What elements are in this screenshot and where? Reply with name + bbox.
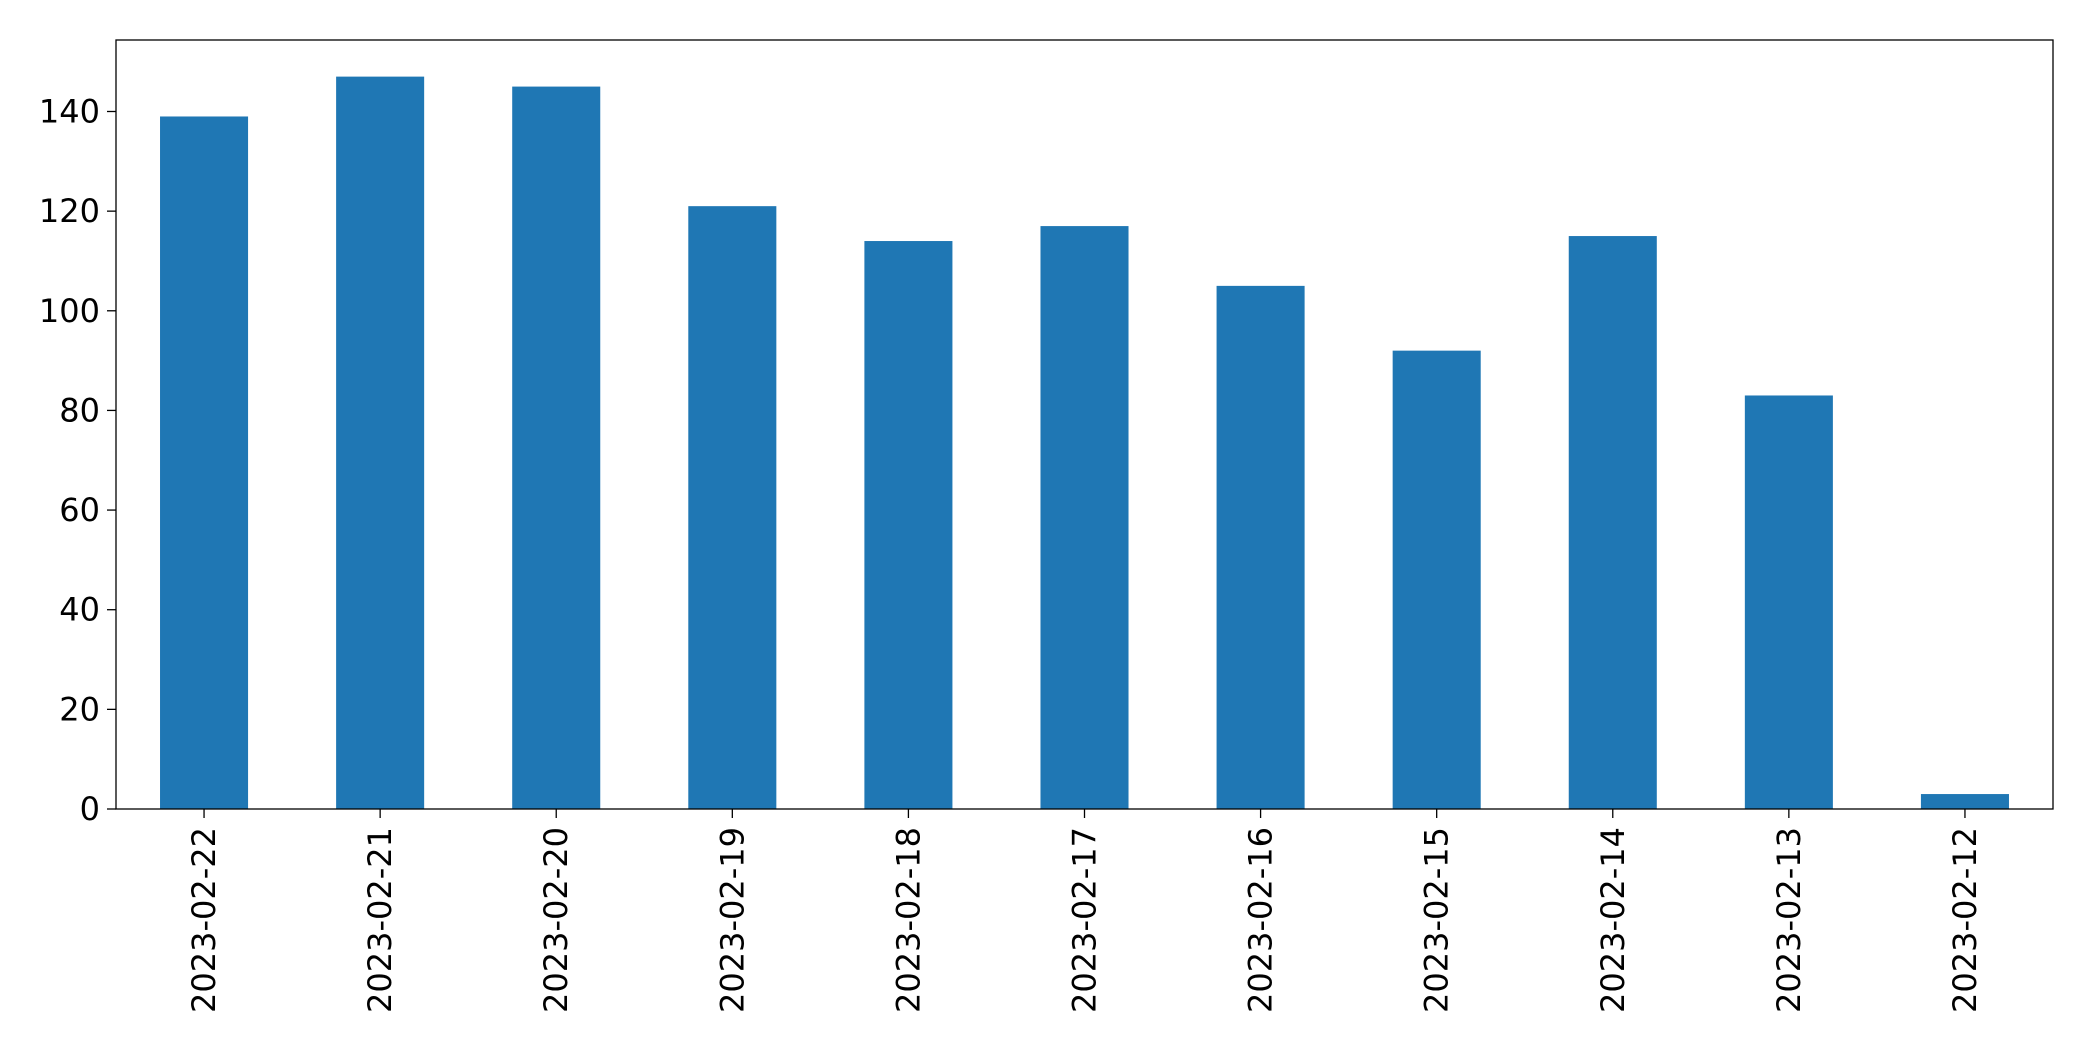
x-tick-label: 2023-02-21 <box>361 827 399 1013</box>
y-tick-label: 80 <box>59 391 100 429</box>
y-tick-label: 100 <box>39 292 100 330</box>
y-tick-label: 120 <box>39 192 100 230</box>
plot-frame <box>115 39 2054 810</box>
bar <box>1392 350 1481 809</box>
y-tick-label: 20 <box>59 690 100 728</box>
bar <box>336 76 425 810</box>
bar <box>512 86 601 809</box>
x-tick-label: 2023-02-15 <box>1418 827 1456 1013</box>
bar <box>688 206 777 809</box>
x-tick-label: 2023-02-12 <box>1946 827 1984 1013</box>
bar <box>1568 236 1657 809</box>
bar <box>1920 794 2009 809</box>
x-tick-label: 2023-02-13 <box>1770 827 1808 1013</box>
y-tick-label: 40 <box>59 591 100 629</box>
y-tick-label: 60 <box>59 491 100 529</box>
bar <box>1216 285 1305 810</box>
bar <box>1744 395 1833 809</box>
x-tick-label: 2023-02-18 <box>889 827 927 1013</box>
bar <box>864 241 953 809</box>
x-tick-label: 2023-02-22 <box>185 827 223 1013</box>
x-tick-label: 2023-02-17 <box>1066 827 1104 1013</box>
x-tick-label: 2023-02-19 <box>713 827 751 1013</box>
y-tick-label: 0 <box>80 790 100 828</box>
bar <box>1040 226 1129 810</box>
x-tick-label: 2023-02-16 <box>1242 827 1280 1013</box>
bar <box>160 116 249 810</box>
x-tick-label: 2023-02-20 <box>537 827 575 1013</box>
y-tick-label: 140 <box>39 92 100 130</box>
x-tick-label: 2023-02-14 <box>1594 827 1632 1013</box>
